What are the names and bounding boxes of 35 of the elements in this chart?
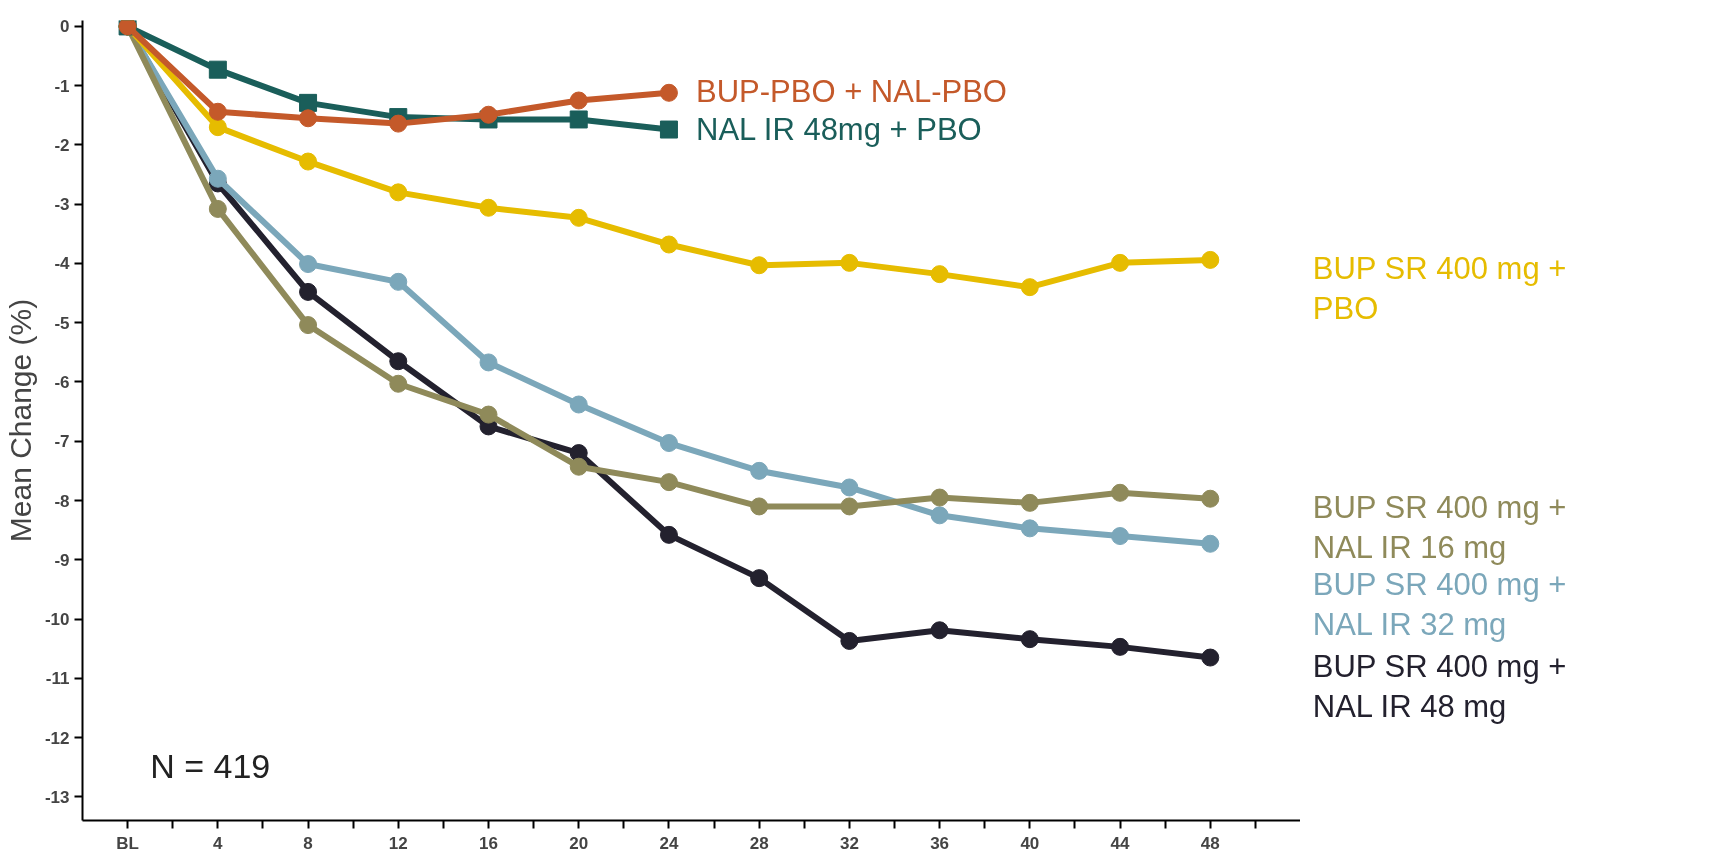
y-tick-label: -2: [54, 135, 70, 155]
x-tick-label: BL: [116, 833, 139, 853]
y-tick-label: 0: [60, 17, 70, 37]
x-tick-label: 12: [388, 833, 408, 853]
y-tick-label: -3: [54, 195, 70, 215]
x-tick-label: 44: [1110, 833, 1131, 853]
x-tick-label: 48: [1200, 833, 1220, 853]
y-tick-label: -5: [54, 313, 70, 333]
text: BUP SR 400 mg + NAL IR 32 mg: [1312, 566, 1567, 643]
series-label: BUP-PBO + NAL-PBO: [696, 73, 1007, 109]
y-tick-label: -4: [54, 254, 71, 274]
y-tick-label: -8: [54, 491, 70, 511]
x-tick-label: 20: [569, 833, 589, 853]
text: BUP SR 400 mg + PBO: [1312, 251, 1567, 327]
y-tick-label: -13: [44, 787, 70, 807]
series-label: NAL IR 48mg + PBO: [696, 112, 982, 148]
x-tick-label: 40: [1020, 833, 1040, 853]
x-tick-label: 8: [303, 833, 313, 853]
y-tick-label: -9: [54, 550, 70, 570]
x-tick-label: 32: [839, 833, 859, 853]
x-tick-label: 36: [930, 833, 950, 853]
y-tick-label: -12: [44, 728, 70, 748]
y-tick-label: -11: [45, 669, 70, 689]
x-tick-label: 16: [479, 833, 498, 853]
y-tick-label: -7: [54, 432, 70, 452]
x-tick-label: 4: [213, 833, 224, 853]
text: BUP SR 400 mg + NAL IR 48 mg: [1312, 648, 1567, 724]
y-tick-label: -1: [54, 76, 70, 96]
y-tick-label: -6: [54, 372, 70, 392]
y-tick-label: -10: [44, 610, 70, 630]
text: BUP SR 400 mg + NAL IR 16 mg: [1312, 489, 1567, 566]
x-tick-label: 24: [659, 833, 679, 853]
x-tick-label: 28: [749, 833, 769, 853]
annotation: N = 419: [150, 746, 271, 785]
y-axis-title: Mean Change (%): [3, 298, 37, 543]
